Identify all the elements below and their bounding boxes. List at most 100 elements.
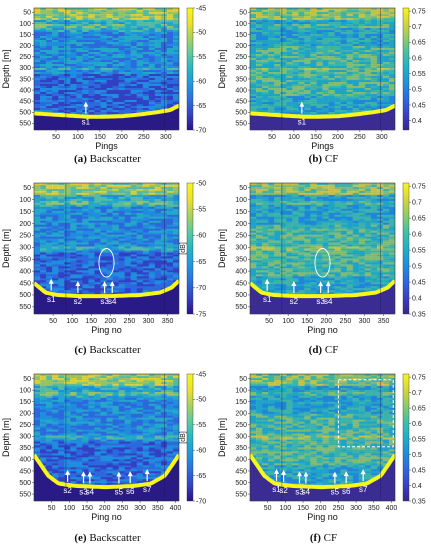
x-tick-label: 50	[264, 505, 272, 512]
y-tick-label: 50	[23, 376, 31, 383]
caption-b-letter: (b)	[308, 153, 323, 165]
colorbar-tick-label: 0.4	[412, 295, 422, 302]
marker-label: s2	[74, 297, 83, 306]
y-tick-label: 300	[235, 434, 247, 441]
echogram-image	[250, 8, 395, 130]
y-tick-label: 450	[19, 98, 31, 105]
colorbar	[402, 373, 410, 502]
x-tick-label: 200	[315, 505, 327, 512]
colorbar-tick-label: 0.55	[412, 247, 426, 254]
x-axis-title: Pings	[95, 141, 118, 151]
colorbar-tick-label: -55	[196, 54, 206, 61]
x-axis-title: Ping no	[307, 512, 338, 522]
x-axis-title: Ping no	[91, 325, 122, 335]
x-tick-label: 300	[143, 318, 155, 325]
y-tick-label: 100	[235, 387, 247, 394]
colorbar-tick-label: -50	[196, 30, 206, 37]
caption-d-letter: (d)	[308, 344, 323, 356]
y-tick-label: 50	[239, 10, 247, 17]
caption-c-text: Backscatter	[89, 344, 141, 356]
marker-label: s2	[63, 486, 72, 495]
colorbar-tick-label: 0.5	[412, 263, 422, 270]
y-tick-label: 300	[19, 65, 31, 72]
sample-marker: s2	[279, 469, 288, 495]
colorbar-tick-label: 0.6	[412, 231, 422, 238]
colorbar-unit-label: [dB]	[180, 431, 187, 444]
colorbar-tick-label: -65	[196, 103, 206, 110]
caption-e-letter: (e)	[74, 532, 87, 544]
colorbar-tick-label: 0.35	[412, 498, 426, 505]
colorbar-tick-label: 0.55	[412, 71, 426, 78]
plot-frame	[249, 373, 396, 502]
y-tick-label: 550	[19, 121, 31, 128]
y-tick-label: 500	[235, 110, 247, 117]
sample-marker: s1	[263, 278, 272, 304]
marker-arrowhead	[81, 471, 87, 477]
marker-arrowhead	[75, 281, 81, 287]
x-tick-label: 300	[359, 318, 371, 325]
y-tick-label: 350	[235, 445, 247, 452]
y-tick-label: 350	[19, 76, 31, 83]
y-axis-title: Depth [m]	[217, 229, 227, 268]
y-tick-label: 50	[239, 185, 247, 192]
caption-c: (c) Backscatter	[0, 344, 215, 356]
sub-seabed-area	[34, 454, 179, 501]
sample-marker: s3	[79, 471, 88, 496]
colorbar-tick-label: 0.7	[412, 390, 422, 397]
marker-label: s5	[115, 488, 124, 497]
caption-b: (b) CF	[216, 153, 431, 165]
colorbar-tick-label: 0.65	[412, 405, 426, 412]
x-tick-label: 250	[333, 505, 345, 512]
y-axis-title: Depth [m]	[1, 229, 11, 268]
x-tick-label: 250	[340, 318, 352, 325]
caption-b-text: CF	[324, 153, 339, 165]
sample-marker: s2	[74, 281, 83, 306]
colorbar-tick-label: -70	[196, 498, 206, 505]
highlight-ellipse	[314, 248, 331, 278]
caption-a-letter: (a)	[74, 153, 87, 165]
sample-marker: s3	[100, 281, 109, 306]
colorbar	[186, 7, 194, 131]
sample-marker: s5	[115, 471, 124, 497]
colorbar	[402, 182, 410, 315]
y-tick-label: 200	[235, 221, 247, 228]
colorbar-tick-label: 0.65	[412, 40, 426, 47]
x-tick-label: 100	[282, 318, 294, 325]
x-tick-label: 200	[320, 318, 332, 325]
y-tick-label: 400	[19, 457, 31, 464]
y-tick-label: 400	[235, 457, 247, 464]
y-tick-label: 150	[19, 209, 31, 216]
marker-arrowhead	[83, 101, 89, 107]
y-tick-label: 200	[19, 43, 31, 50]
marker-label: s1	[47, 295, 56, 304]
x-tick-label: 100	[64, 505, 76, 512]
colorbar-tick-label: -50	[196, 397, 206, 404]
colorbar-tick-label: 0.4	[412, 483, 422, 490]
plot-frame	[33, 182, 180, 315]
y-tick-label: 500	[19, 480, 31, 487]
marker-arrowhead	[274, 468, 280, 474]
panel-a-plot: s1 50 100 150 200 250 300 350 400 450 500 550 50 100 1…	[1, 5, 206, 151]
x-tick-label: 200	[116, 134, 128, 141]
y-tick-label: 300	[235, 65, 247, 72]
seabed-line	[250, 453, 395, 490]
x-tick-label: 150	[297, 505, 309, 512]
x-tick-label: 50	[49, 318, 57, 325]
plot-frame	[33, 373, 180, 502]
y-tick-label: 400	[235, 87, 247, 94]
y-tick-label: 50	[239, 376, 247, 383]
y-tick-label: 550	[235, 491, 247, 498]
x-tick-label: 100	[280, 505, 292, 512]
colorbar-tick-label: 0.75	[412, 374, 426, 381]
y-axis-title: Depth [m]	[217, 418, 227, 457]
x-tick-label: 250	[354, 134, 366, 141]
marker-label: s3	[316, 297, 325, 306]
sample-marker: s4	[108, 281, 117, 306]
marker-label: s6	[342, 487, 351, 496]
sample-marker: s4	[86, 471, 95, 497]
sample-marker: s4	[324, 281, 333, 306]
y-tick-label: 350	[19, 445, 31, 452]
marker-label: s4	[86, 488, 95, 497]
caption-a-text: Backscatter	[89, 153, 141, 165]
marker-label: s4	[324, 297, 333, 306]
